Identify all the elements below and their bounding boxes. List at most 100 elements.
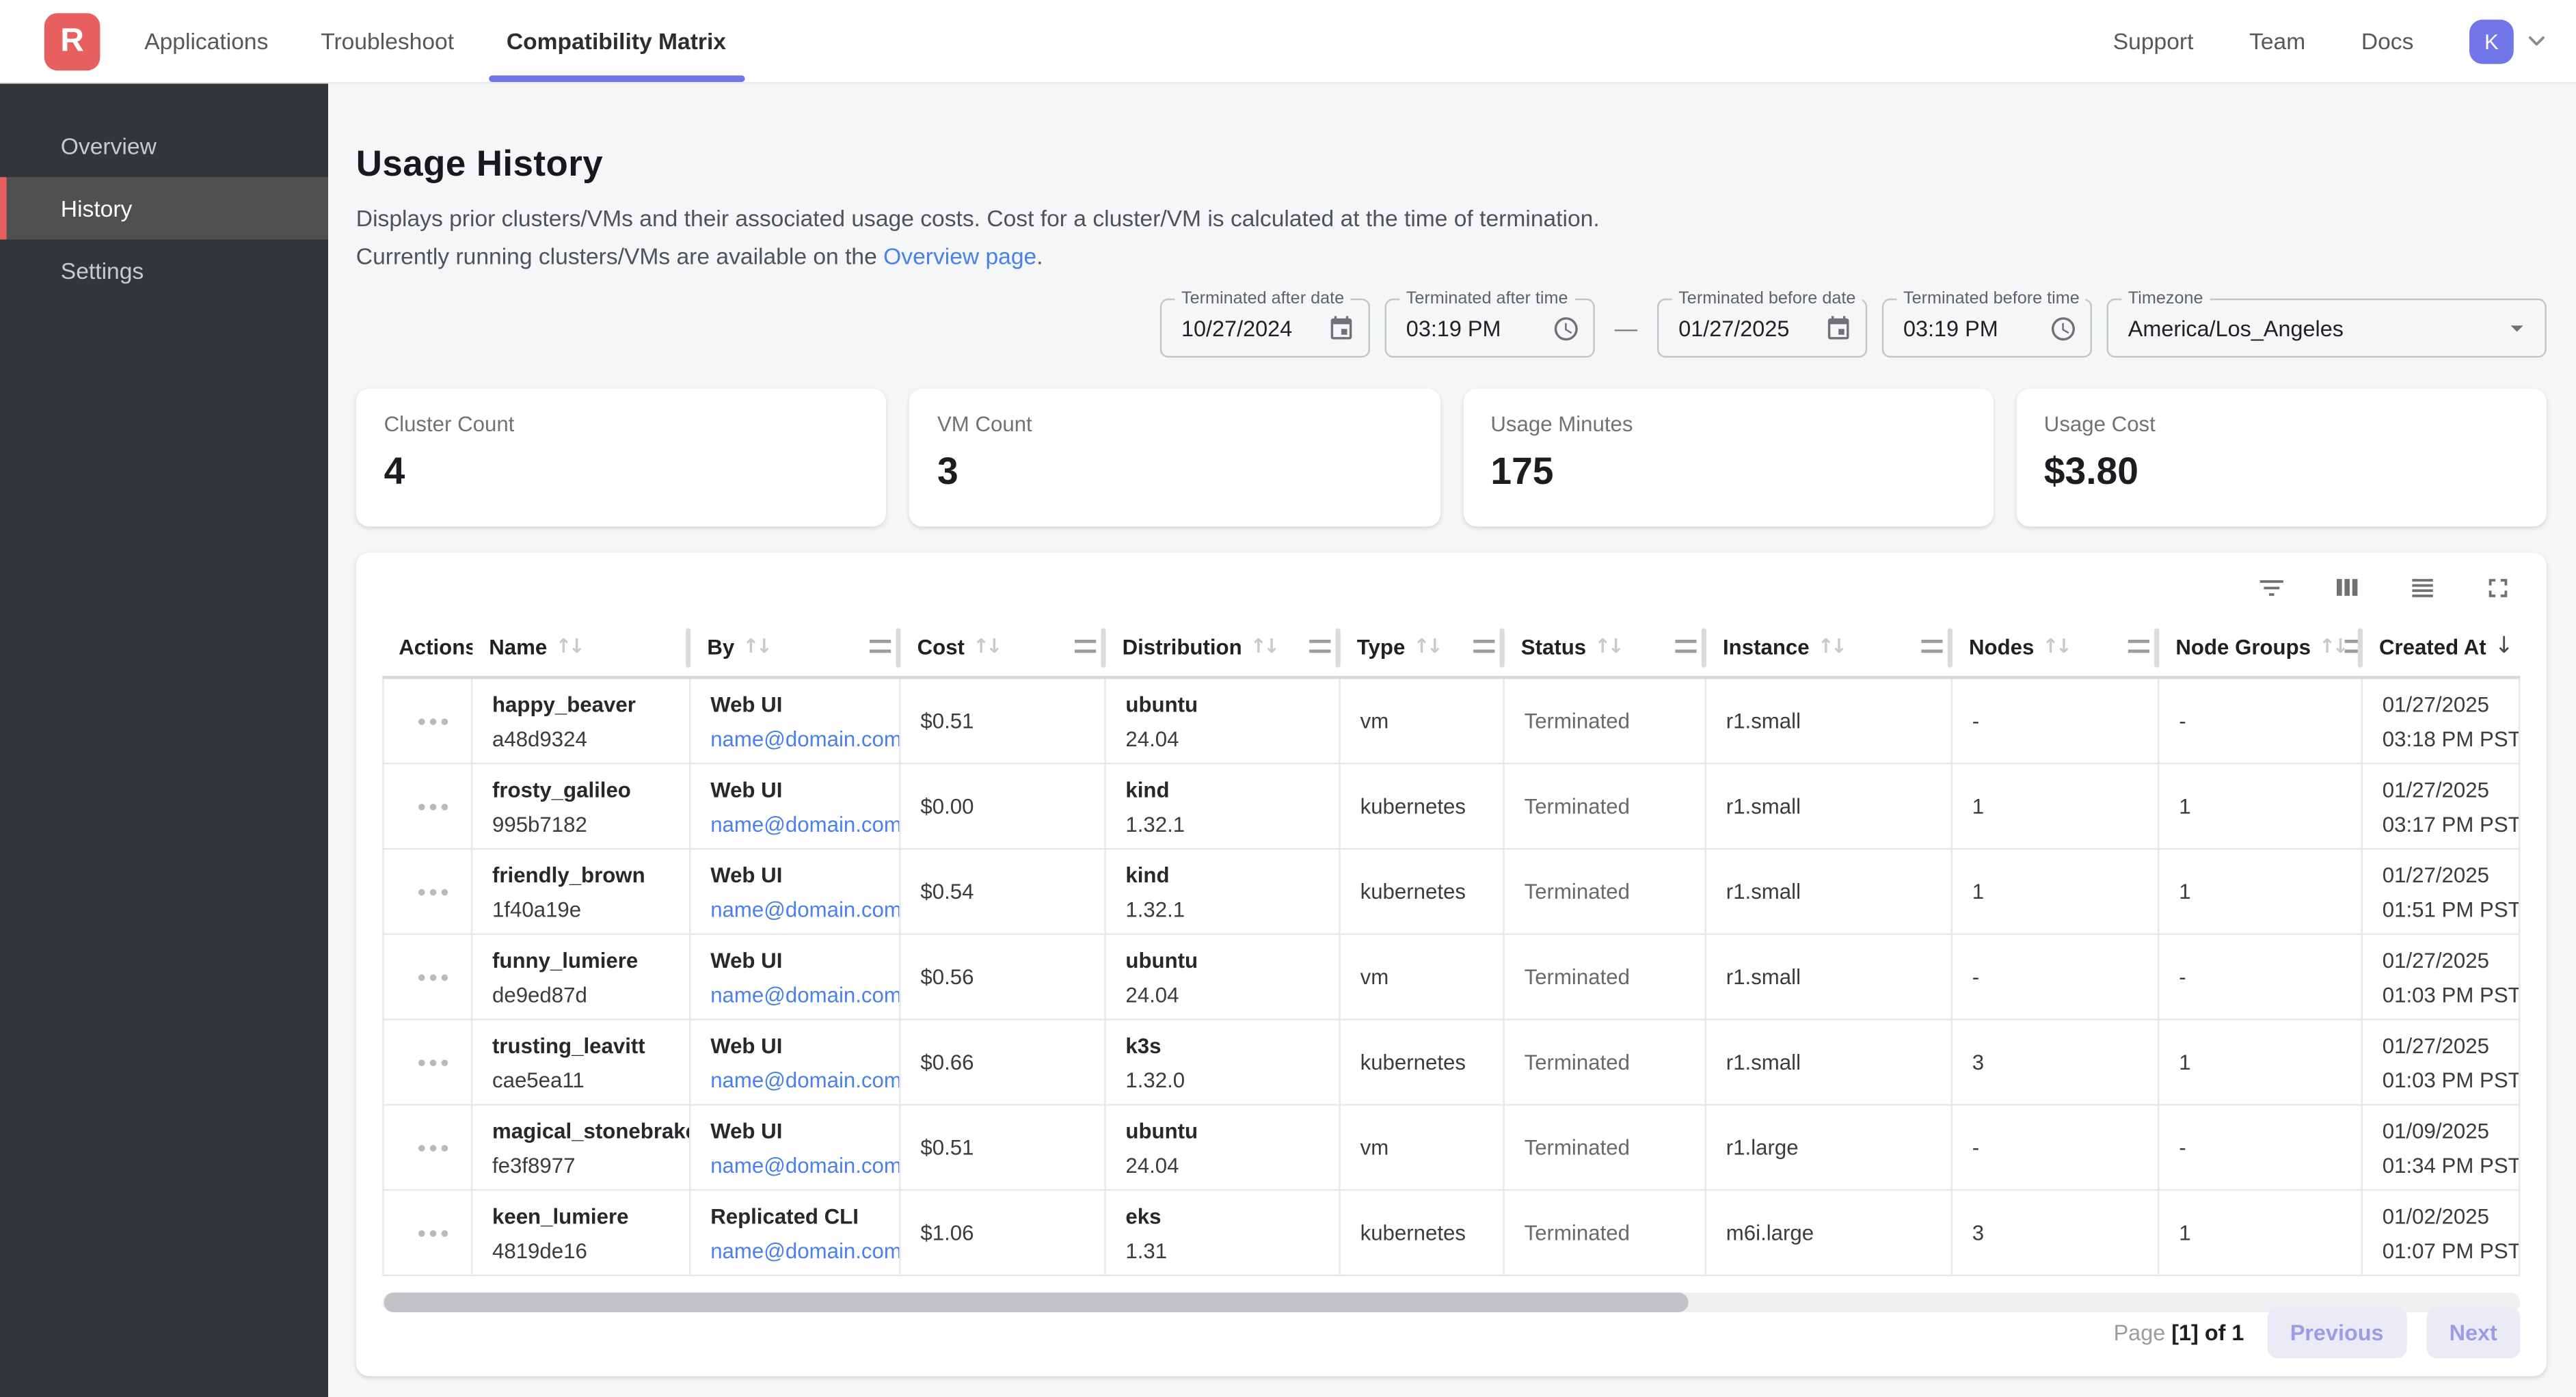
nodes-value: 1	[1972, 874, 2148, 908]
cell-node-groups: 1	[2159, 764, 2363, 847]
dropdown-caret-icon[interactable]	[2489, 313, 2532, 342]
type-value: kubernetes	[1360, 1215, 1493, 1249]
column-resize-handle[interactable]	[1309, 640, 1330, 653]
sidebar-item-history[interactable]: History	[0, 177, 328, 239]
app-logo[interactable]: R	[44, 12, 100, 70]
cell-created-at: 01/27/202501:51 PM PST	[2363, 850, 2520, 933]
cluster-name: frosty_galileo	[492, 772, 680, 806]
timezone-select[interactable]: Timezone America/Los_Angeles	[2107, 299, 2547, 357]
cell-by: Web UIname@domain.com	[690, 1020, 900, 1104]
sort-arrows-icon[interactable]: ↑↓	[2319, 635, 2346, 658]
cell-actions	[382, 935, 472, 1018]
column-resize-handle[interactable]	[1675, 640, 1696, 653]
sort-arrows-icon[interactable]: ↑↓	[742, 635, 769, 658]
overview-page-link[interactable]: Overview page	[883, 243, 1036, 269]
row-actions-button[interactable]	[411, 1137, 453, 1157]
table-row: trusting_leavittcae5ea11Web UIname@domai…	[382, 1020, 2520, 1106]
row-actions-button[interactable]	[411, 967, 453, 987]
column-header-distribution[interactable]: Distribution↑↓	[1106, 616, 1341, 675]
chevron-down-icon[interactable]	[2523, 28, 2549, 54]
stat-cards: Cluster Count4VM Count3Usage Minutes175U…	[356, 389, 2547, 527]
calendar-icon[interactable]	[1314, 314, 1355, 342]
clock-icon[interactable]	[1539, 314, 1580, 342]
terminated-before-date-field[interactable]: Terminated before date 01/27/2025	[1657, 299, 1867, 357]
cluster-id: 4819de16	[492, 1233, 680, 1267]
created-by-email-link[interactable]: name@domain.com	[710, 1148, 889, 1182]
sort-arrows-icon[interactable]: ↑↓	[1413, 635, 1440, 658]
sort-arrows-icon[interactable]: ↑↓	[1250, 635, 1277, 658]
date-range-separator: —	[1615, 315, 1638, 341]
node-groups-value: -	[2179, 704, 2351, 738]
column-header-instance[interactable]: Instance↑↓	[1706, 616, 1953, 675]
sort-arrows-icon[interactable]: ↑↓	[2042, 635, 2069, 658]
column-header-status[interactable]: Status↑↓	[1505, 616, 1706, 675]
column-resize-handle[interactable]	[2128, 640, 2149, 653]
cell-instance: r1.small	[1706, 679, 1953, 763]
sort-arrows-icon[interactable]: ↑↓	[1594, 635, 1621, 658]
sidebar-item-overview[interactable]: Overview	[0, 115, 328, 177]
column-header-created-at[interactable]: Created At↓	[2363, 616, 2520, 675]
fullscreen-icon[interactable]	[2482, 573, 2514, 604]
created-by-email-link[interactable]: name@domain.com	[710, 977, 889, 1011]
nav-link-docs[interactable]: Docs	[2361, 28, 2414, 54]
cell-by: Web UIname@domain.com	[690, 935, 900, 1018]
columns-icon[interactable]	[2331, 573, 2363, 604]
nav-link-support[interactable]: Support	[2113, 28, 2194, 54]
column-resize-handle[interactable]	[1473, 640, 1494, 653]
sort-arrows-icon[interactable]: ↑↓	[973, 635, 999, 658]
nav-link-team[interactable]: Team	[2249, 28, 2305, 54]
scrollbar-thumb[interactable]	[384, 1292, 1689, 1312]
tab-compatibility-matrix[interactable]: Compatibility Matrix	[488, 0, 744, 82]
sort-arrows-icon[interactable]: ↑↓	[555, 635, 582, 658]
previous-page-button[interactable]: Previous	[2267, 1307, 2406, 1358]
column-header-type[interactable]: Type↑↓	[1341, 616, 1505, 675]
density-icon[interactable]	[2407, 573, 2439, 604]
avatar[interactable]: K	[2469, 19, 2514, 64]
column-header-name[interactable]: Name↑↓	[472, 616, 690, 675]
cell-distribution: kind1.32.1	[1106, 764, 1341, 847]
cost-value: $0.00	[920, 789, 1094, 823]
row-actions-button[interactable]	[411, 882, 453, 901]
terminated-after-date-field[interactable]: Terminated after date 10/27/2024	[1160, 299, 1370, 357]
clock-icon[interactable]	[2036, 314, 2077, 342]
sort-arrows-icon[interactable]: ↑↓	[1818, 635, 1844, 658]
stat-value: 3	[937, 450, 1412, 494]
tab-applications[interactable]: Applications	[126, 0, 286, 82]
column-resize-handle[interactable]	[870, 640, 891, 653]
nav-left: R ApplicationsTroubleshootCompatibility …	[0, 0, 760, 82]
column-header-cost[interactable]: Cost↑↓	[901, 616, 1106, 675]
calendar-icon[interactable]	[1812, 314, 1853, 342]
sidebar-item-settings[interactable]: Settings	[0, 239, 328, 301]
created-by-email-link[interactable]: name@domain.com	[710, 806, 889, 841]
column-label: Nodes	[1969, 634, 2034, 659]
created-by-email-link[interactable]: name@domain.com	[710, 1233, 889, 1267]
row-actions-button[interactable]	[411, 1223, 453, 1243]
row-actions-button[interactable]	[411, 711, 453, 731]
row-actions-button[interactable]	[411, 796, 453, 816]
created-by-source: Web UI	[710, 1113, 889, 1147]
terminated-before-time-field[interactable]: Terminated before time 03:19 PM	[1882, 299, 2092, 357]
sort-desc-icon[interactable]: ↓	[2495, 633, 2514, 659]
created-by-email-link[interactable]: name@domain.com	[710, 1062, 889, 1096]
created-by-email-link[interactable]: name@domain.com	[710, 891, 889, 925]
created-by-source: Web UI	[710, 772, 889, 806]
row-actions-button[interactable]	[411, 1053, 453, 1072]
stat-card-usage-cost: Usage Cost$3.80	[2016, 389, 2547, 527]
tab-troubleshoot[interactable]: Troubleshoot	[303, 0, 472, 82]
column-header-node-groups[interactable]: Node Groups↑↓	[2159, 616, 2363, 675]
column-header-by[interactable]: By↑↓	[690, 616, 900, 675]
terminated-after-time-field[interactable]: Terminated after time 03:19 PM	[1385, 299, 1595, 357]
column-resize-handle[interactable]	[1075, 640, 1096, 653]
column-header-nodes[interactable]: Nodes ↑↓	[1953, 616, 2159, 675]
filter-icon[interactable]	[2256, 573, 2287, 604]
distribution-version: 1.32.0	[1125, 1062, 1329, 1096]
next-page-button[interactable]: Next	[2426, 1307, 2520, 1358]
cell-distribution: ubuntu24.04	[1106, 1106, 1341, 1189]
created-by-email-link[interactable]: name@domain.com	[710, 721, 889, 755]
stat-label: VM Count	[937, 411, 1412, 436]
column-resize-handle[interactable]	[1921, 640, 1942, 653]
cell-name: friendly_brown1f40a19e	[472, 850, 690, 933]
cell-nodes: -	[1953, 679, 2159, 763]
column-resize-handle[interactable]	[2346, 640, 2363, 653]
created-time: 01:03 PM PST	[2383, 977, 2509, 1011]
